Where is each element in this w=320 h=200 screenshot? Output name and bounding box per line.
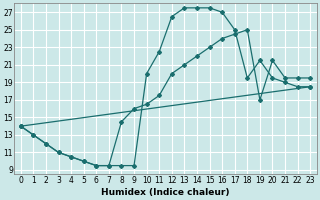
X-axis label: Humidex (Indice chaleur): Humidex (Indice chaleur) — [101, 188, 230, 197]
